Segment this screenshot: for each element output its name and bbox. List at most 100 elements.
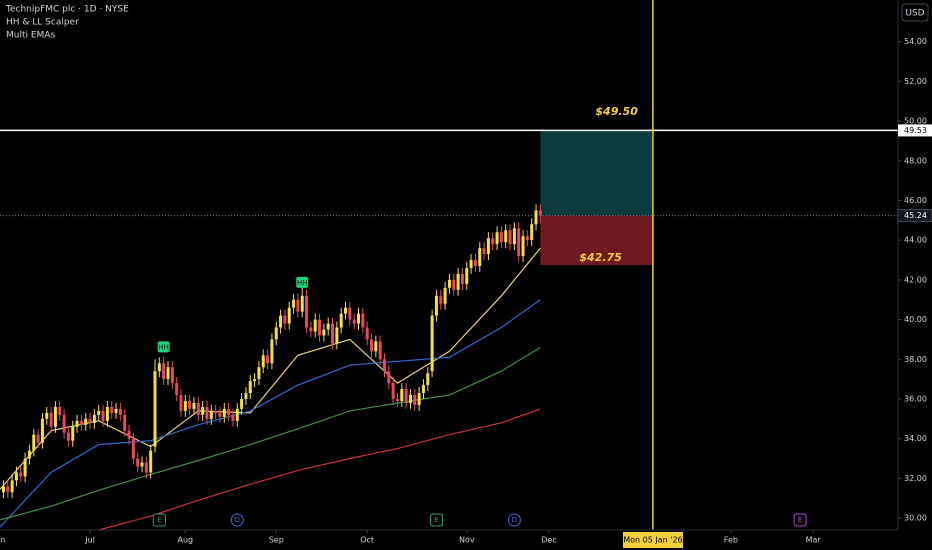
candle-body — [36, 434, 40, 443]
candle-body — [62, 414, 66, 433]
candle-body — [157, 363, 161, 372]
candle-body — [352, 319, 356, 324]
x-tick-label: Oct — [360, 536, 374, 545]
candle-body — [395, 398, 399, 401]
candle-body — [188, 400, 192, 409]
candle-body — [227, 408, 231, 415]
candle-body — [378, 341, 382, 360]
candle-body — [75, 420, 79, 427]
y-tick-label: 36.00 — [904, 394, 927, 403]
candle-body — [525, 236, 529, 241]
y-tick-label: 54.00 — [904, 37, 927, 46]
candle-body — [421, 385, 425, 394]
candle-body — [335, 327, 339, 344]
candle-body — [365, 327, 369, 340]
candle-body — [499, 232, 503, 243]
candle-body — [175, 383, 179, 396]
event-label: E — [798, 516, 802, 524]
candle-body — [27, 450, 31, 459]
candle-body — [417, 393, 421, 405]
candle-body — [339, 313, 343, 328]
candle-body — [465, 267, 469, 284]
candle-body — [331, 323, 335, 344]
candle-body — [19, 472, 23, 477]
candle-body — [486, 238, 490, 255]
candle-body — [218, 412, 222, 417]
plot-area: $49.50 $42.75 HH HH E D E D E — [0, 0, 898, 531]
candle-body — [292, 299, 296, 308]
candle-body — [209, 410, 213, 419]
indicator-label: HH & LL Scalper — [6, 18, 79, 28]
last-price-tag — [897, 209, 932, 223]
candle-body — [491, 238, 495, 245]
candle-body — [430, 315, 434, 372]
candle-body — [14, 472, 18, 481]
candle-body — [369, 339, 373, 352]
candle-body — [231, 414, 235, 421]
event-marker — [152, 513, 166, 527]
y-tick-label: 38.00 — [904, 355, 927, 364]
candle-body — [162, 363, 166, 380]
hh-marker — [157, 341, 170, 353]
y-tick-label: 42.00 — [904, 275, 927, 284]
candle-body — [456, 273, 460, 290]
candle-body — [140, 462, 144, 467]
candle-body — [153, 371, 157, 447]
candle-body — [123, 414, 127, 431]
candle-body — [101, 410, 105, 421]
candle-body — [149, 450, 153, 473]
candle-body — [144, 462, 148, 473]
event-label: D — [235, 516, 240, 524]
last-price-tag-label: 45.24 — [904, 211, 927, 220]
hh-marker-label: HH — [297, 279, 308, 287]
candle-body — [235, 408, 239, 421]
candle-body — [447, 279, 451, 288]
candle-body — [71, 426, 75, 441]
candle-body — [361, 313, 365, 328]
candle-body — [240, 398, 244, 409]
x-tick-label: Sep — [269, 536, 284, 545]
candle-body — [408, 395, 412, 403]
x-tick-label: Aug — [178, 536, 194, 545]
y-tick-label: 50.00 — [904, 117, 927, 126]
chart-title: TechnipFMC plc · 1D · NYSE — [5, 5, 129, 15]
event-marker — [230, 513, 244, 527]
currency-button[interactable] — [901, 3, 929, 22]
stop-zone — [540, 215, 653, 265]
candle-body — [170, 367, 174, 384]
y-tick-label: 40.00 — [904, 315, 927, 324]
candle-body — [114, 408, 118, 413]
y-tick-label: 44.00 — [904, 236, 927, 245]
candle-body — [58, 406, 62, 415]
candle-body — [495, 232, 499, 245]
candle-body — [248, 381, 252, 394]
ema-line — [98, 408, 541, 531]
event-marker — [793, 513, 807, 527]
candle-body — [482, 248, 486, 255]
x-tick-label: Nov — [459, 536, 475, 545]
candle-body — [118, 408, 122, 415]
x-tick-label: Feb — [724, 536, 738, 545]
candle-body — [530, 224, 534, 241]
stop-label: $42.75 — [579, 251, 622, 264]
x-tick-label: Jun — [0, 536, 5, 545]
hh-marker — [296, 276, 309, 288]
candle-body — [538, 210, 542, 216]
axes: 30.00 32.00 34.00 36.00 38.00 40.00 42.00 44.00… — [0, 37, 932, 548]
target-zone — [540, 131, 653, 216]
candle-body — [426, 373, 430, 386]
x-tick-label: Mar — [806, 536, 822, 545]
candle-body — [166, 367, 170, 380]
candle-body — [508, 230, 512, 245]
candle-body — [88, 418, 92, 423]
price-axis — [898, 0, 932, 550]
candle-body — [344, 307, 348, 314]
candle-body — [192, 402, 196, 409]
candle-body — [40, 418, 44, 443]
candle-body — [357, 313, 361, 324]
candle-body — [205, 406, 209, 419]
candle-body — [452, 279, 456, 290]
y-tick-label: 46.00 — [904, 196, 927, 205]
currency-label[interactable]: USD — [905, 9, 924, 19]
